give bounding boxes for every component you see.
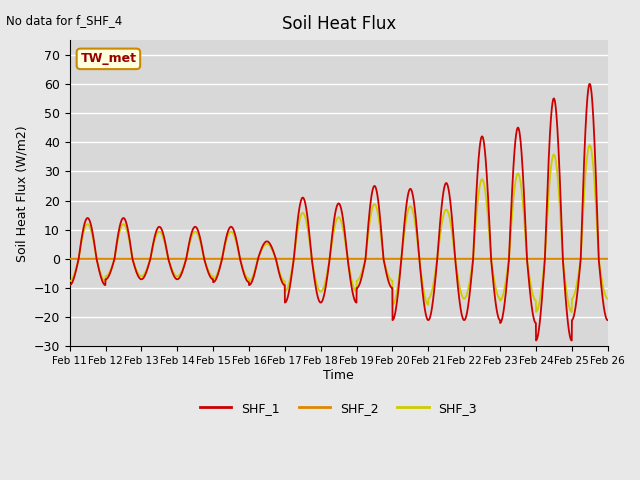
Legend: SHF_1, SHF_2, SHF_3: SHF_1, SHF_2, SHF_3 [195, 397, 482, 420]
Y-axis label: Soil Heat Flux (W/m2): Soil Heat Flux (W/m2) [15, 125, 28, 262]
X-axis label: Time: Time [323, 369, 354, 382]
Title: Soil Heat Flux: Soil Heat Flux [282, 15, 396, 33]
Text: TW_met: TW_met [81, 52, 136, 65]
Text: No data for f_SHF_4: No data for f_SHF_4 [6, 14, 123, 27]
